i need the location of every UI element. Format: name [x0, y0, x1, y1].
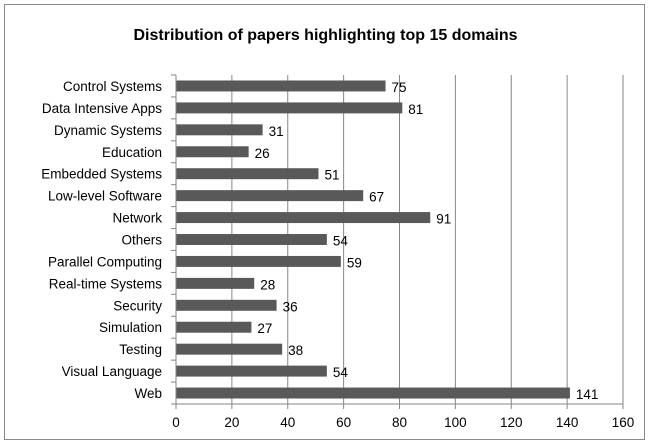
data-label: 54: [333, 234, 349, 249]
x-tick-label: 40: [280, 415, 295, 430]
category-label: Control Systems: [63, 79, 162, 94]
labels: 0 20 40 60 80 100 120 140 160 Control Systems 75 Da…: [41, 79, 634, 430]
data-label: 51: [324, 168, 339, 183]
category-label: Others: [121, 233, 162, 248]
x-tick-label: 0: [172, 415, 180, 430]
data-label: 38: [288, 343, 303, 358]
bar: [176, 234, 327, 245]
category-label: Security: [113, 298, 162, 313]
axes: [171, 74, 624, 409]
bar: [176, 212, 431, 224]
category-label: Real-time Systems: [49, 276, 163, 291]
bar: [176, 80, 386, 92]
bar: [176, 299, 277, 311]
category-label: Simulation: [99, 320, 162, 335]
bar: [176, 255, 341, 267]
bar: [176, 343, 283, 355]
bar: [176, 321, 252, 333]
x-tick-label: 80: [392, 415, 407, 430]
data-label: 141: [576, 387, 599, 402]
bar: [176, 102, 403, 114]
bars: [176, 80, 570, 399]
x-tick-label: 140: [556, 415, 579, 430]
category-label: Dynamic Systems: [54, 123, 162, 138]
x-tick-label: 160: [612, 415, 635, 430]
category-label: Network: [112, 211, 162, 226]
bar: [176, 168, 319, 180]
data-label: 28: [260, 277, 275, 292]
bar: [176, 277, 255, 289]
category-label: Parallel Computing: [48, 254, 162, 269]
category-label: Education: [102, 145, 162, 160]
bar: [176, 190, 364, 202]
data-label: 26: [255, 146, 270, 161]
category-label: Testing: [119, 342, 162, 357]
data-label: 81: [408, 102, 423, 117]
data-label: 31: [269, 124, 284, 139]
bar: [176, 365, 327, 377]
category-label: Low-level Software: [48, 189, 162, 204]
bar: [176, 387, 570, 399]
bar: [176, 124, 263, 136]
category-label: Embedded Systems: [41, 167, 162, 182]
x-tick-label: 20: [224, 415, 239, 430]
x-tick-label: 60: [336, 415, 351, 430]
x-tick-label: 120: [500, 415, 523, 430]
data-label: 91: [436, 212, 451, 227]
category-label: Visual Language: [62, 364, 162, 379]
gridlines: [231, 75, 624, 404]
x-tick-label: 100: [444, 415, 467, 430]
data-label: 36: [283, 299, 298, 314]
category-label: Web: [134, 386, 162, 401]
data-label: 67: [369, 190, 384, 205]
data-label: 75: [392, 80, 407, 95]
data-label: 27: [257, 321, 272, 336]
data-label: 59: [347, 255, 362, 270]
data-label: 54: [333, 365, 349, 380]
bar: [176, 146, 249, 158]
chart-title: Distribution of papers highlighting top …: [133, 27, 518, 44]
category-label: Data Intensive Apps: [42, 101, 162, 116]
